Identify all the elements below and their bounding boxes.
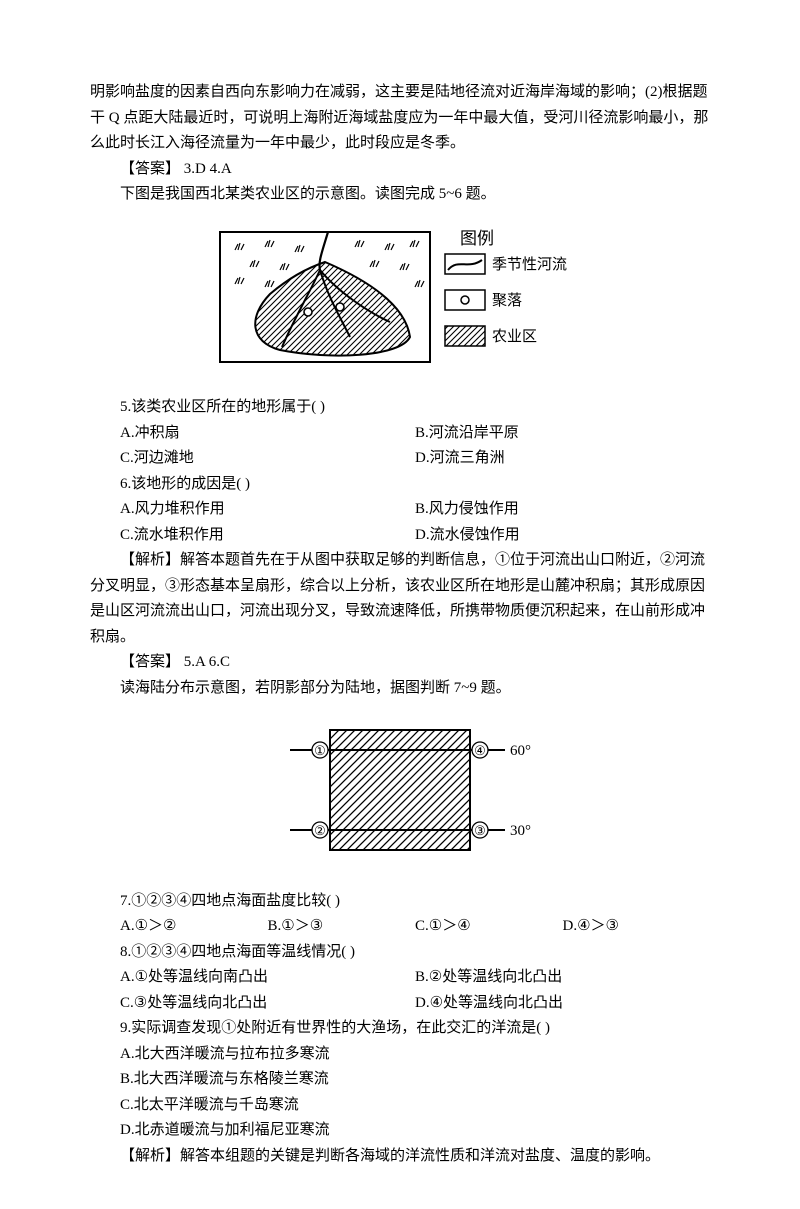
q5-opt-b: B.河流沿岸平原 xyxy=(415,421,710,447)
legend-river-label: 季节性河流 xyxy=(492,256,567,273)
figure-2: ① ② ③ ④ 60° 30° xyxy=(90,715,710,875)
q6-opt-b: B.风力侵蚀作用 xyxy=(415,497,710,523)
q8-stem: 8.①②③④四地点海面等温线情况( ) xyxy=(90,940,710,966)
q9-opt-b: B.北大西洋暖流与东格陵兰寒流 xyxy=(120,1067,710,1093)
answer-34: 【答案】 3.D 4.A xyxy=(90,157,710,183)
q7-options: A.①＞② B.①＞③ C.①＞④ D.④＞③ xyxy=(120,914,710,940)
q7-opt-d: D.④＞③ xyxy=(563,914,711,940)
explain-label: 【解析】 xyxy=(120,552,180,568)
lat-60: 60° xyxy=(510,743,531,759)
q8-opt-b: B.②处等温线向北凸出 xyxy=(415,965,710,991)
q9-opt-c: C.北太平洋暖流与千岛寒流 xyxy=(120,1093,710,1119)
answer-3: 3.D xyxy=(184,161,206,177)
q6-opt-a: A.风力堆积作用 xyxy=(120,497,415,523)
explain-label: 【解析】 xyxy=(120,1148,180,1164)
q6-options: A.风力堆积作用 B.风力侵蚀作用 C.流水堆积作用 D.流水侵蚀作用 xyxy=(120,497,710,548)
mark-4: ④ xyxy=(474,743,486,758)
q5-options: A.冲积扇 B.河流沿岸平原 C.河边滩地 D.河流三角洲 xyxy=(120,421,710,472)
settlement-dot xyxy=(336,303,344,311)
q5-stem: 5.该类农业区所在的地形属于( ) xyxy=(90,395,710,421)
answer-4: 4.A xyxy=(210,161,232,177)
q9-opt-d: D.北赤道暖流与加利福尼亚寒流 xyxy=(120,1118,710,1144)
q9-options: A.北大西洋暖流与拉布拉多寒流 B.北大西洋暖流与东格陵兰寒流 C.北太平洋暖流… xyxy=(120,1042,710,1144)
answer-5: 5.A xyxy=(184,654,205,670)
q8-options: A.①处等温线向南凸出 B.②处等温线向北凸出 C.③处等温线向北凸出 D.④处… xyxy=(120,965,710,1016)
q9-stem: 9.实际调查发现①处附近有世界性的大渔场，在此交汇的洋流是( ) xyxy=(90,1016,710,1042)
q8-opt-a: A.①处等温线向南凸出 xyxy=(120,965,415,991)
q5-opt-a: A.冲积扇 xyxy=(120,421,415,447)
q7-opt-a: A.①＞② xyxy=(120,914,268,940)
mark-3: ③ xyxy=(474,823,486,838)
figure-1: 图例 季节性河流 聚落 农业区 xyxy=(90,222,710,382)
lead-79: 读海陆分布示意图，若阴影部分为陆地，据图判断 7~9 题。 xyxy=(90,676,710,702)
mark-1: ① xyxy=(314,743,326,758)
legend-title: 图例 xyxy=(460,229,494,248)
q5-opt-c: C.河边滩地 xyxy=(120,446,415,472)
answer-label: 【答案】 xyxy=(120,161,180,177)
answer-label: 【答案】 xyxy=(120,654,180,670)
legend-agri-label: 农业区 xyxy=(492,328,537,345)
explain-79: 【解析】解答本组题的关键是判断各海域的洋流性质和洋流对盐度、温度的影响。 xyxy=(90,1144,710,1170)
q6-opt-d: D.流水侵蚀作用 xyxy=(415,523,710,549)
answer-6: 6.C xyxy=(209,654,230,670)
mark-2: ② xyxy=(314,823,326,838)
q7-opt-c: C.①＞④ xyxy=(415,914,563,940)
explain-56-text: 解答本题首先在于从图中获取足够的判断信息，①位于河流出山口附近，②河流分叉明显，… xyxy=(90,552,705,645)
q5-opt-d: D.河流三角洲 xyxy=(415,446,710,472)
q6-stem: 6.该地形的成因是( ) xyxy=(90,472,710,498)
intro-paragraph: 明影响盐度的因素自西向东影响力在减弱，这主要是陆地径流对近海岸海域的影响；(2)… xyxy=(90,80,710,157)
lat-30: 30° xyxy=(510,823,531,839)
q9-opt-a: A.北大西洋暖流与拉布拉多寒流 xyxy=(120,1042,710,1068)
q6-opt-c: C.流水堆积作用 xyxy=(120,523,415,549)
answer-56: 【答案】 5.A 6.C xyxy=(90,650,710,676)
q7-stem: 7.①②③④四地点海面盐度比较( ) xyxy=(90,889,710,915)
q8-opt-d: D.④处等温线向北凸出 xyxy=(415,991,710,1017)
settlement-dot xyxy=(304,308,312,316)
legend: 图例 季节性河流 聚落 农业区 xyxy=(445,229,567,346)
q7-opt-b: B.①＞③ xyxy=(268,914,416,940)
explain-56: 【解析】解答本题首先在于从图中获取足够的判断信息，①位于河流出山口附近，②河流分… xyxy=(90,548,710,650)
explain-79-text: 解答本组题的关键是判断各海域的洋流性质和洋流对盐度、温度的影响。 xyxy=(180,1148,660,1164)
lead-56: 下图是我国西北某类农业区的示意图。读图完成 5~6 题。 xyxy=(90,182,710,208)
q8-opt-c: C.③处等温线向北凸出 xyxy=(120,991,415,1017)
legend-settle-label: 聚落 xyxy=(492,292,522,309)
